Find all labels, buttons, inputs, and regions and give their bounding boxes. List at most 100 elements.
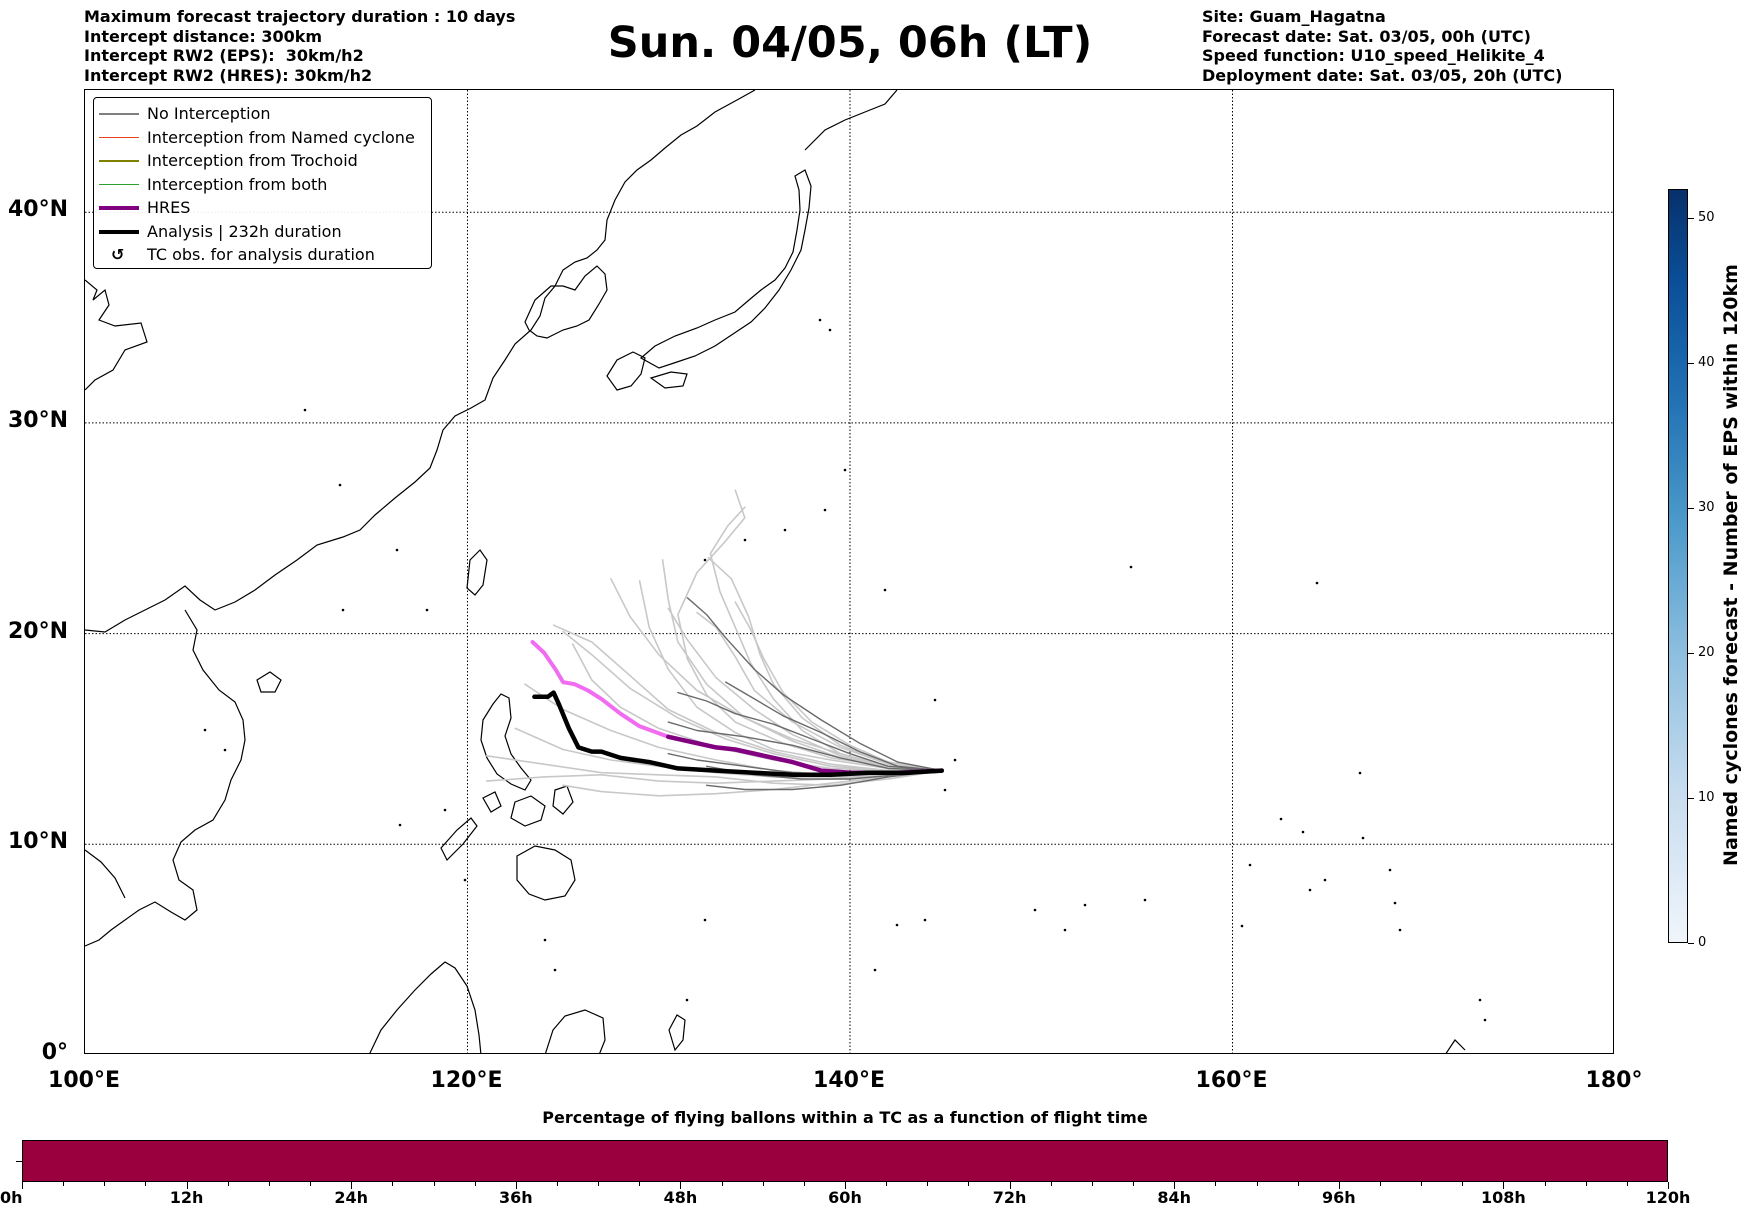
colorbar-tick xyxy=(1688,363,1694,364)
lon-label-140e: 140°E xyxy=(813,1068,885,1093)
island-dot xyxy=(1358,771,1362,775)
island-dot xyxy=(303,408,307,412)
flight-bar-tick-label: 36h xyxy=(498,1188,533,1207)
colorbar-tick-label: 50 xyxy=(1698,210,1715,225)
flight-bar-tick xyxy=(63,1182,65,1186)
lat-label-40n: 40°N xyxy=(7,197,68,223)
island-dot xyxy=(828,328,832,332)
coastline-borneo xyxy=(369,961,482,1053)
flight-bar-tick xyxy=(1297,1182,1299,1186)
flight-bar-tick xyxy=(721,1182,723,1186)
eps-track-dark xyxy=(677,691,943,772)
island-dot xyxy=(1240,924,1244,928)
flight-bar-tick-label: 12h xyxy=(169,1188,204,1207)
legend-item-trochoid: Interception from Trochoid xyxy=(94,150,431,173)
legend-item-both: Interception from both xyxy=(94,174,431,197)
lat-label-10n: 10°N xyxy=(7,829,68,855)
flight-bar-tick xyxy=(1503,1182,1505,1189)
flight-bar-tick xyxy=(268,1182,270,1186)
lon-label-100e: 100°E xyxy=(48,1068,120,1093)
coastlines xyxy=(85,90,1466,1053)
flight-bar-tick xyxy=(680,1182,682,1189)
flight-bar-tick-label: 48h xyxy=(663,1188,698,1207)
param-intercept-distance: Intercept distance: 300km xyxy=(84,26,323,46)
flight-bar-tick xyxy=(968,1182,970,1186)
island-dot xyxy=(1063,928,1067,932)
flight-time-bar xyxy=(22,1140,1668,1182)
island-dot xyxy=(895,923,899,927)
flight-bar-tick xyxy=(1462,1182,1464,1186)
island-dot xyxy=(1083,903,1087,907)
eps-track-light xyxy=(734,601,943,772)
legend-item-tc-obs: ↺ TC obs. for analysis duration xyxy=(94,244,431,267)
flight-bar-tick xyxy=(227,1182,229,1186)
island-dot xyxy=(1033,908,1037,912)
flight-bar-tick xyxy=(1091,1182,1093,1186)
island-dot xyxy=(1248,863,1252,867)
legend-label-no-interception: No Interception xyxy=(147,104,271,123)
eps-colorbar xyxy=(1668,189,1688,943)
legend-swatch-named-cyclone xyxy=(99,136,139,139)
flight-bar-tick xyxy=(1133,1182,1135,1186)
legend-item-analysis: Analysis | 232h duration xyxy=(94,221,431,244)
forecast-parameters: Maximum forecast trajectory duration : 1… xyxy=(84,7,515,85)
island-dot xyxy=(873,968,877,972)
island-dot xyxy=(1361,836,1365,840)
eps-track-light xyxy=(638,580,943,772)
flight-bar-tick xyxy=(556,1182,558,1186)
colorbar-tick-label: 30 xyxy=(1698,500,1715,515)
coastline-sulawesi xyxy=(545,1009,606,1053)
island-dot xyxy=(685,998,689,1002)
colorbar-tick xyxy=(1688,218,1694,219)
site-name: Site: Guam_Hagatna xyxy=(1202,7,1386,26)
colorbar-tick-label: 40 xyxy=(1698,355,1715,370)
coastline-palawan xyxy=(440,817,478,862)
eps-colorbar-title: Named cyclones forecast - Number of EPS … xyxy=(1720,264,1742,866)
trajectory-tracks xyxy=(485,489,945,797)
eps-track-light xyxy=(677,489,943,772)
island-dot xyxy=(341,608,345,612)
colorbar-tick xyxy=(1688,508,1694,509)
island-dot xyxy=(923,918,927,922)
island-dot xyxy=(1323,878,1327,882)
legend-swatch-trochoid xyxy=(99,160,139,162)
flight-bar-tick xyxy=(1421,1182,1423,1186)
coastline-luzon xyxy=(480,693,532,791)
eps-track-light xyxy=(707,557,943,772)
flight-bar-tick xyxy=(145,1182,147,1186)
flight-bar-tick xyxy=(1256,1182,1258,1186)
flight-bar-tick xyxy=(1174,1182,1176,1189)
param-intercept-eps: Intercept RW2 (EPS): 30km/h2 xyxy=(84,46,364,65)
flight-bar-tick-label: 84h xyxy=(1157,1188,1192,1207)
island-dot xyxy=(1388,868,1392,872)
flight-bar-tick xyxy=(639,1182,641,1186)
island-dot xyxy=(1308,888,1312,892)
flight-bar-tick xyxy=(1626,1182,1628,1186)
coastline-visayas xyxy=(510,795,546,827)
coastline-indochina xyxy=(85,609,246,947)
island-dot xyxy=(1301,830,1305,834)
island-dot xyxy=(203,728,207,732)
legend-swatch-no-interception xyxy=(99,113,139,115)
legend-label-trochoid: Interception from Trochoid xyxy=(147,151,358,170)
flight-bar-tick xyxy=(186,1182,188,1189)
island-dot xyxy=(543,938,547,942)
flight-bar-ytick xyxy=(16,1161,22,1162)
legend-item-no-interception: No Interception xyxy=(94,103,431,126)
forecast-date: Forecast date: Sat. 03/05, 00h (UTC) xyxy=(1202,26,1531,46)
flight-bar-tick xyxy=(1009,1182,1011,1189)
trajectory-map[interactable] xyxy=(85,90,1614,1054)
island-dot xyxy=(1129,565,1133,569)
lat-label-30n: 30°N xyxy=(7,407,68,433)
eps-track-dark xyxy=(725,681,943,772)
island-dot xyxy=(1478,998,1482,1002)
eps-track-light xyxy=(485,769,943,784)
legend-label-named-cyclone: Interception from Named cyclone xyxy=(147,127,415,147)
coastline-china xyxy=(85,90,756,633)
island-dot xyxy=(933,698,937,702)
coastline-japan-hokkaido xyxy=(804,90,898,151)
colorbar-tick xyxy=(1688,798,1694,799)
flight-bar-tick-label: 60h xyxy=(828,1188,862,1207)
flight-bar-tick xyxy=(1668,1182,1669,1189)
island-dot xyxy=(953,758,957,762)
